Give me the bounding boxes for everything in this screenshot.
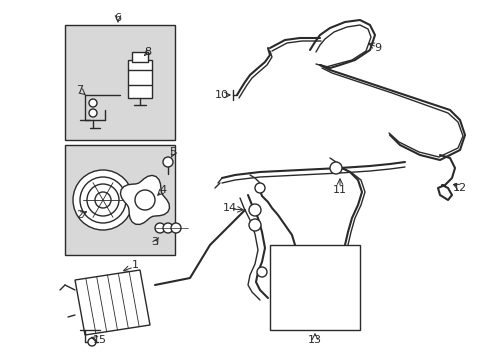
Text: 9: 9 xyxy=(374,43,381,53)
Text: 12: 12 xyxy=(452,183,466,193)
Text: 4: 4 xyxy=(159,185,166,195)
Circle shape xyxy=(73,170,133,230)
Bar xyxy=(65,145,175,255)
Circle shape xyxy=(248,204,261,216)
Text: 5: 5 xyxy=(169,147,176,157)
Circle shape xyxy=(80,177,126,223)
Bar xyxy=(65,25,175,140)
Text: 15: 15 xyxy=(93,335,107,345)
Text: 8: 8 xyxy=(144,47,151,57)
Circle shape xyxy=(257,267,266,277)
Bar xyxy=(269,245,359,330)
Circle shape xyxy=(89,99,97,107)
Circle shape xyxy=(89,109,97,117)
Text: 1: 1 xyxy=(131,260,138,270)
Circle shape xyxy=(95,192,111,208)
Text: 3: 3 xyxy=(151,237,158,247)
Text: 14: 14 xyxy=(223,203,237,213)
Circle shape xyxy=(135,190,155,210)
Polygon shape xyxy=(75,270,150,335)
Text: 6: 6 xyxy=(114,13,121,23)
Bar xyxy=(132,52,148,62)
Circle shape xyxy=(171,223,181,233)
Text: 11: 11 xyxy=(332,185,346,195)
Circle shape xyxy=(163,157,173,167)
Bar xyxy=(128,60,152,98)
Text: 13: 13 xyxy=(307,335,321,345)
Circle shape xyxy=(163,223,173,233)
Circle shape xyxy=(88,338,96,346)
Circle shape xyxy=(87,184,119,216)
Polygon shape xyxy=(120,175,169,224)
Text: 2: 2 xyxy=(76,210,83,220)
Circle shape xyxy=(248,219,261,231)
Circle shape xyxy=(155,223,164,233)
Circle shape xyxy=(329,162,341,174)
Text: 7: 7 xyxy=(76,85,83,95)
Circle shape xyxy=(254,183,264,193)
Text: 10: 10 xyxy=(215,90,228,100)
